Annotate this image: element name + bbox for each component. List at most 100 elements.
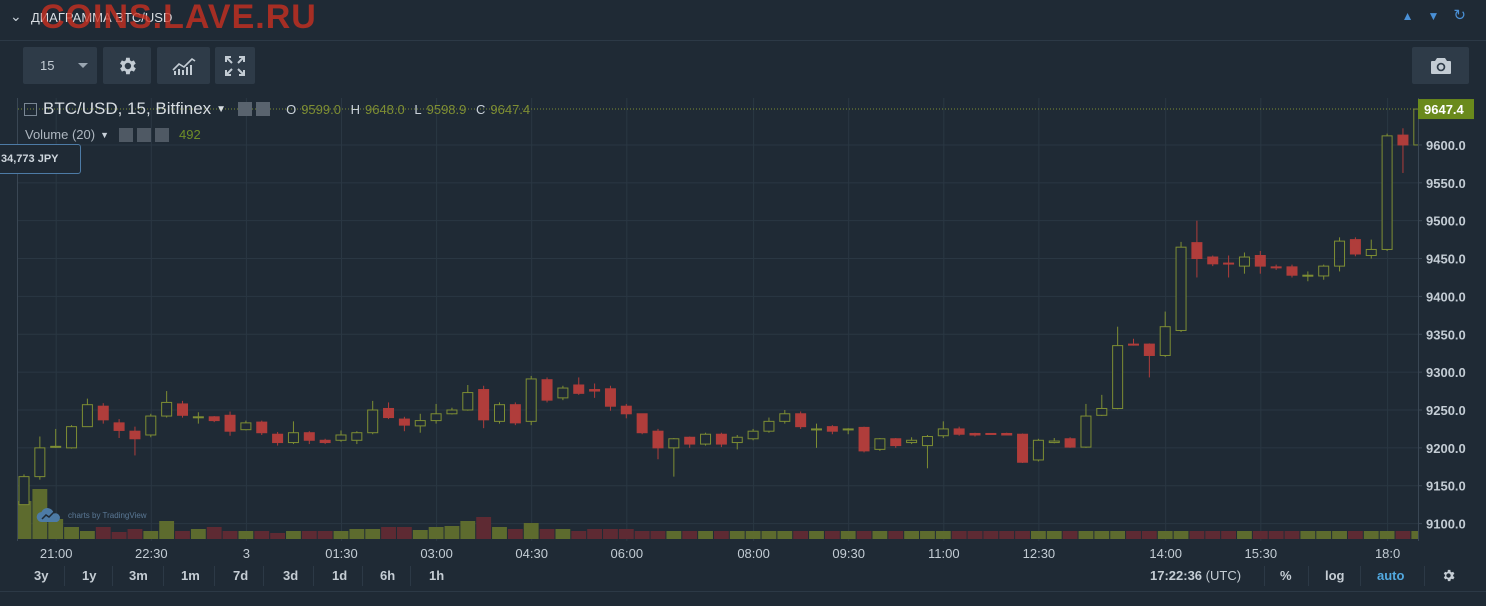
volume-bar <box>856 531 872 539</box>
candle-up <box>700 433 712 445</box>
range-7d[interactable]: 7d <box>233 568 249 583</box>
candle-up <box>1413 108 1418 146</box>
candle-down <box>303 432 315 441</box>
x-tick-label: 01:30 <box>325 546 358 561</box>
clock[interactable]: 17:22:36 (UTC) <box>1150 568 1241 583</box>
candle-down <box>715 433 727 445</box>
divider <box>410 566 411 586</box>
candle-down <box>224 414 236 432</box>
candle-down <box>509 404 521 424</box>
x-tick-label: 06:00 <box>611 546 644 561</box>
candle-up <box>446 409 458 415</box>
candle-up <box>1032 439 1044 461</box>
volume-bar <box>1030 531 1046 539</box>
candle-down <box>985 432 997 435</box>
candle-down <box>177 403 188 416</box>
volume-label[interactable]: Volume (20) <box>25 127 96 142</box>
indicators-icon <box>171 57 195 75</box>
price-axis[interactable]: 9100.0 9150.0 9200.0 9250.0 9300.0 9350.0 9400… <box>1418 98 1486 541</box>
gear-icon[interactable] <box>1441 568 1456 583</box>
volume-bar <box>190 529 206 539</box>
candle-up <box>494 404 505 422</box>
move-up-icon[interactable]: ▲ <box>1401 9 1414 23</box>
caret-down-icon[interactable]: ▼ <box>216 103 227 115</box>
chevron-down-icon[interactable]: ⌄ <box>10 8 22 24</box>
volume-bar <box>159 521 175 539</box>
chart-toolbar: 15 <box>0 41 1486 90</box>
candle-up <box>367 409 379 434</box>
volume-bar <box>1173 531 1189 539</box>
tradingview-branding[interactable]: charts by TradingView <box>36 507 147 523</box>
log-toggle[interactable]: log <box>1325 568 1345 583</box>
watermark: COINS.LAVE.RU <box>40 0 317 36</box>
volume-bar <box>951 531 967 539</box>
open-value: 9599.0 <box>301 101 341 117</box>
candle-up <box>906 439 918 444</box>
range-1m[interactable]: 1m <box>181 568 200 583</box>
time-axis[interactable]: 21:00 22:30 3 01:30 03:00 04:30 06:00 08:00 09:3… <box>18 541 1418 563</box>
range-3d[interactable]: 3d <box>283 568 299 583</box>
candle-down <box>826 426 838 432</box>
move-down-icon[interactable]: ▼ <box>1427 9 1440 23</box>
candle-up <box>50 445 62 448</box>
settings-button[interactable] <box>103 47 151 84</box>
volume-bar <box>1110 531 1126 539</box>
candle-up <box>81 404 93 428</box>
axis-background <box>1418 98 1486 541</box>
volume-bar <box>1157 531 1173 539</box>
volume-bar <box>428 527 444 539</box>
interval-select[interactable]: 15 <box>23 47 97 84</box>
indicators-button[interactable] <box>157 47 210 84</box>
range-3m[interactable]: 3m <box>129 568 148 583</box>
auto-toggle[interactable]: auto <box>1377 568 1405 583</box>
remove-icon[interactable] <box>155 127 170 142</box>
y-tick-label: 9250.0 <box>1426 403 1466 418</box>
candle-down <box>589 389 601 392</box>
candle-down <box>1128 343 1139 346</box>
caret-down-icon[interactable]: ▼ <box>100 129 110 140</box>
volume-bar <box>381 527 396 539</box>
candle-up <box>145 415 157 436</box>
refresh-icon[interactable]: ↻ <box>1453 7 1466 24</box>
range-1d[interactable]: 1d <box>332 568 348 583</box>
collapse-legend-icon[interactable] <box>24 102 37 116</box>
volume-bar <box>1078 531 1094 539</box>
volume-bar <box>301 531 317 539</box>
volume-bar <box>1141 531 1157 539</box>
candle-up <box>747 430 759 440</box>
percent-toggle[interactable]: % <box>1280 568 1292 583</box>
price-chart[interactable] <box>18 98 1418 541</box>
volume-bar <box>682 531 698 539</box>
settings-mini-icon[interactable] <box>137 127 152 142</box>
fullscreen-button[interactable] <box>215 47 255 84</box>
candle-down <box>620 405 632 415</box>
volume-bar <box>1363 531 1379 539</box>
candle-down <box>383 407 395 419</box>
x-tick-label: 04:30 <box>515 546 548 561</box>
candle-down <box>1286 266 1298 276</box>
price-label-box <box>1418 99 1474 120</box>
visibility-icon[interactable] <box>238 102 253 116</box>
symbol-name[interactable]: BTC/USD, 15, Bitfinex <box>43 99 212 118</box>
visibility-icon[interactable] <box>119 127 134 142</box>
x-tick-label: 03:00 <box>420 546 453 561</box>
snapshot-button[interactable] <box>1412 47 1469 84</box>
settings-mini-icon[interactable] <box>256 102 271 116</box>
panel-header: ⌄ ДИАГРАММА BTC/USD COINS.LAVE.RU ▲ ▼ ↻ <box>0 0 1486 41</box>
range-6h[interactable]: 6h <box>380 568 396 583</box>
candle-down <box>272 433 284 444</box>
price-conversion-tooltip: 34,773 JPY <box>0 144 81 174</box>
candle-up <box>192 416 204 419</box>
candle-down <box>1143 343 1155 356</box>
candle-up <box>731 436 743 444</box>
range-1y[interactable]: 1y <box>82 568 97 583</box>
range-3y[interactable]: 3y <box>34 568 49 583</box>
candle-up <box>1096 407 1108 416</box>
candle-up <box>1302 274 1314 277</box>
range-1h[interactable]: 1h <box>429 568 445 583</box>
volume-bar <box>1062 531 1078 539</box>
bottom-border <box>0 591 1486 592</box>
candle-down <box>1207 256 1219 265</box>
y-tick-label: 9600.0 <box>1426 138 1466 153</box>
divider <box>263 566 264 586</box>
